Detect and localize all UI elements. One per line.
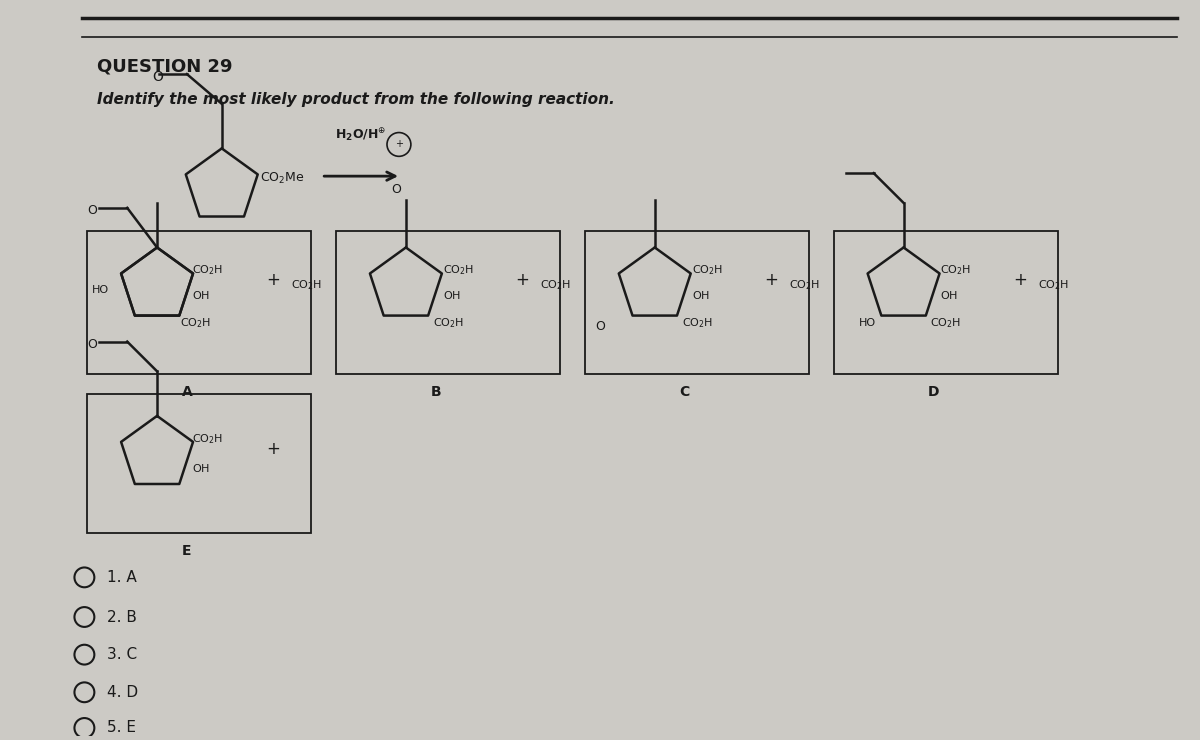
Text: +: + xyxy=(266,271,281,289)
Text: $\mathregular{CO_2H}$: $\mathregular{CO_2H}$ xyxy=(682,316,713,329)
Text: $\mathregular{CO_2H}$: $\mathregular{CO_2H}$ xyxy=(941,263,972,278)
Text: C: C xyxy=(679,385,690,399)
Text: 3. C: 3. C xyxy=(107,648,138,662)
Text: O: O xyxy=(391,183,401,196)
Text: $\mathregular{CO_2H}$: $\mathregular{CO_2H}$ xyxy=(433,316,464,329)
Text: +: + xyxy=(764,271,778,289)
Text: $\mathregular{CO_2H}$: $\mathregular{CO_2H}$ xyxy=(540,278,571,292)
Text: E: E xyxy=(182,544,192,557)
Text: $\mathregular{CO_2H}$: $\mathregular{CO_2H}$ xyxy=(292,278,323,292)
Text: $\mathregular{CO_2H}$: $\mathregular{CO_2H}$ xyxy=(790,278,821,292)
Bar xyxy=(586,231,809,374)
Text: 5. E: 5. E xyxy=(107,721,137,736)
Text: $\mathregular{CO_2H}$: $\mathregular{CO_2H}$ xyxy=(691,263,722,278)
Text: 1. A: 1. A xyxy=(107,570,137,585)
Text: HO: HO xyxy=(859,317,876,328)
Text: 2. B: 2. B xyxy=(107,610,137,625)
Text: $\mathregular{OH}$: $\mathregular{OH}$ xyxy=(941,289,959,301)
Text: $\mathregular{CO_2H}$: $\mathregular{CO_2H}$ xyxy=(443,263,474,278)
Text: Identify the most likely product from the following reaction.: Identify the most likely product from th… xyxy=(97,92,616,107)
Text: O: O xyxy=(88,338,97,351)
Text: A: A xyxy=(181,385,192,399)
Text: +: + xyxy=(1013,271,1027,289)
Text: $\mathregular{OH}$: $\mathregular{OH}$ xyxy=(192,462,210,474)
Text: B: B xyxy=(431,385,442,399)
Bar xyxy=(336,231,560,374)
Text: D: D xyxy=(928,385,940,399)
Text: $\mathregular{CO_2Me}$: $\mathregular{CO_2Me}$ xyxy=(259,171,304,186)
Text: +: + xyxy=(395,139,403,149)
Text: O: O xyxy=(88,204,97,218)
Text: HO: HO xyxy=(92,285,109,295)
Text: +: + xyxy=(266,440,281,457)
Text: $\mathregular{OH}$: $\mathregular{OH}$ xyxy=(691,289,709,301)
Text: $\mathregular{CO_2H}$: $\mathregular{CO_2H}$ xyxy=(192,431,223,445)
Text: 4. D: 4. D xyxy=(107,684,138,700)
Bar xyxy=(88,231,311,374)
Text: O: O xyxy=(152,70,163,84)
Text: $\mathregular{CO_2H}$: $\mathregular{CO_2H}$ xyxy=(930,316,961,329)
Text: QUESTION 29: QUESTION 29 xyxy=(97,57,233,75)
Text: $\mathregular{CO_2H}$: $\mathregular{CO_2H}$ xyxy=(1038,278,1069,292)
Text: $\mathregular{OH}$: $\mathregular{OH}$ xyxy=(443,289,461,301)
Text: O: O xyxy=(595,320,605,333)
Text: $\mathregular{H_2O/H}^{\oplus}$: $\mathregular{H_2O/H}^{\oplus}$ xyxy=(336,127,386,144)
Text: +: + xyxy=(516,271,529,289)
Text: $\mathregular{OH}$: $\mathregular{OH}$ xyxy=(192,289,210,301)
Text: $\mathregular{CO_2H}$: $\mathregular{CO_2H}$ xyxy=(180,316,211,329)
Text: $\mathregular{CO_2H}$: $\mathregular{CO_2H}$ xyxy=(192,263,223,278)
Bar xyxy=(88,394,311,533)
Bar xyxy=(834,231,1058,374)
